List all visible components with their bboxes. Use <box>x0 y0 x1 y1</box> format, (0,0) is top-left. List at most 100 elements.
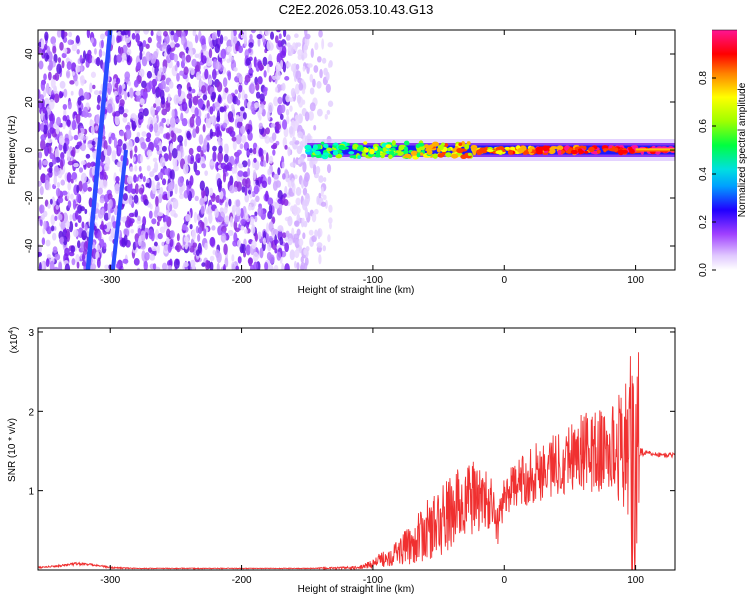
spectrogram-noise-cell <box>63 142 67 154</box>
signal-band-cell <box>416 152 421 158</box>
spectrogram-noise-cell <box>87 143 93 149</box>
spectrogram-noise-cell <box>317 228 321 240</box>
spectrogram-noise-cell <box>52 74 57 80</box>
spectrogram-noise-cell <box>247 158 251 168</box>
spectrogram-noise-cell <box>165 237 170 245</box>
spectrogram-noise-cell <box>318 30 323 38</box>
spectrogram-noise-cell <box>275 70 281 81</box>
spectrogram-noise-cell <box>73 134 79 141</box>
spectrogram-noise-cell <box>93 90 100 96</box>
spectrogram-noise-cell <box>228 52 232 60</box>
spectrogram-noise-cell <box>289 162 296 168</box>
spectrogram-noise-cell <box>313 124 317 131</box>
spectrogram-noise-cell <box>66 119 71 128</box>
spectrogram-noise-cell <box>273 173 279 180</box>
spectrogram-noise-cell <box>155 266 161 270</box>
spectrogram-noise-cell <box>216 110 221 122</box>
spectrogram-noise-cell <box>38 60 44 70</box>
spectrogram-noise-cell <box>111 150 117 159</box>
spectrogram-noise-cell <box>67 160 74 166</box>
spectrogram-noise-cell <box>188 147 194 156</box>
spectrogram-noise-cell <box>68 220 74 233</box>
spectrogram-noise-cell <box>58 137 65 146</box>
signal-band-cell <box>570 149 578 155</box>
spectrogram-noise-cell <box>70 90 74 96</box>
spectrogram-noise-cell <box>309 87 315 95</box>
spectrogram-noise-cell <box>134 165 138 172</box>
spectrogram-noise-cell <box>236 72 242 78</box>
spectrogram-noise-cell <box>180 112 184 122</box>
spectrogram-noise-cell <box>103 224 107 230</box>
spectrogram-noise-cell <box>245 244 251 256</box>
spectrogram-noise-cell <box>156 221 160 227</box>
spectrogram-noise-cell <box>257 206 263 217</box>
spectrogram-noise-cell <box>174 183 178 195</box>
spectrogram-noise-cell <box>316 108 323 117</box>
spectrogram-noise-cell <box>231 136 237 142</box>
spectrogram-noise-cell <box>107 208 111 220</box>
spectrogram-noise-cell <box>44 145 49 157</box>
spectrogram-noise-cell <box>297 49 303 56</box>
spectrogram-noise-cell <box>102 179 108 189</box>
spectrogram-noise-cell <box>281 45 287 57</box>
spectrogram-noise-cell <box>38 88 41 100</box>
spectrogram-noise-cell <box>179 184 183 196</box>
spectrogram-noise-cell <box>46 254 52 259</box>
signal-band-cell <box>364 147 369 153</box>
signal-band-cell <box>357 155 362 160</box>
signal-band-cell <box>588 146 595 153</box>
spectrogram-noise-cell <box>86 30 91 39</box>
spectrogram-noise-cell <box>136 62 141 70</box>
spectrogram-noise-cell <box>191 58 197 67</box>
spectrogram-noise-cell <box>192 128 197 139</box>
spectrogram-noise-cell <box>188 41 193 51</box>
spectrogram-noise-cell <box>252 147 257 155</box>
spectrogram-noise-cell <box>270 123 276 128</box>
snr-y-tick-label: 3 <box>28 328 34 339</box>
snr-x-tick-label: -100 <box>363 575 383 586</box>
chart-title: C2E2.2026.053.10.43.G13 <box>279 2 434 17</box>
signal-band-cell <box>419 152 424 156</box>
spectrogram-noise-cell <box>122 143 127 151</box>
spectrogram-x-tick-label: -100 <box>363 275 383 286</box>
spectrogram-noise-cell <box>183 66 189 76</box>
spectrogram-noise-cell <box>312 78 316 88</box>
spectrogram-noise-cell <box>129 87 134 98</box>
spectrogram-noise-cell <box>192 95 199 106</box>
spectrogram-noise-cell <box>121 237 126 248</box>
spectrogram-noise-cell <box>76 240 81 249</box>
spectrogram-noise-cell <box>88 197 93 208</box>
spectrogram-noise-cell <box>161 178 167 186</box>
spectrogram-noise-cell <box>192 242 198 248</box>
spectrogram-noise-cell <box>186 130 191 139</box>
spectrogram-noise-cell <box>166 228 171 238</box>
spectrogram-noise-cell <box>279 59 284 69</box>
spectrogram-noise-cell <box>209 255 215 262</box>
spectrogram-noise-cell <box>115 77 121 85</box>
spectrogram-noise-cell <box>281 161 285 169</box>
spectrogram-noise-cell <box>80 160 86 166</box>
spectrogram-noise-cell <box>219 34 224 45</box>
spectrogram-noise-cell <box>313 65 319 73</box>
spectrogram-noise-cell <box>85 112 90 118</box>
spectrogram-noise-cell <box>212 145 217 152</box>
spectrogram-noise-cell <box>210 115 215 124</box>
spectrogram-noise-cell <box>309 102 316 112</box>
spectrogram-noise-cell <box>41 98 45 108</box>
spectrogram-noise-cell <box>241 178 248 187</box>
spectrogram-noise-cell <box>266 233 270 245</box>
spectrogram-noise-cell <box>56 30 62 38</box>
spectrogram-noise-cell <box>52 246 58 254</box>
spectrogram-noise-cell <box>328 217 333 224</box>
signal-band-cell <box>486 149 494 153</box>
spectrogram-noise-cell <box>44 179 50 191</box>
spectrogram-noise-cell <box>169 170 173 179</box>
spectrogram-noise-cell <box>148 80 153 90</box>
spectrogram-noise-cell <box>73 162 79 168</box>
spectrogram-noise-cell <box>68 251 75 257</box>
spectrogram-noise-cell <box>97 94 101 104</box>
spectrogram-noise-cell <box>238 121 243 127</box>
spectrogram-noise-cell <box>47 71 52 81</box>
spectrogram-noise-cell <box>63 88 68 98</box>
